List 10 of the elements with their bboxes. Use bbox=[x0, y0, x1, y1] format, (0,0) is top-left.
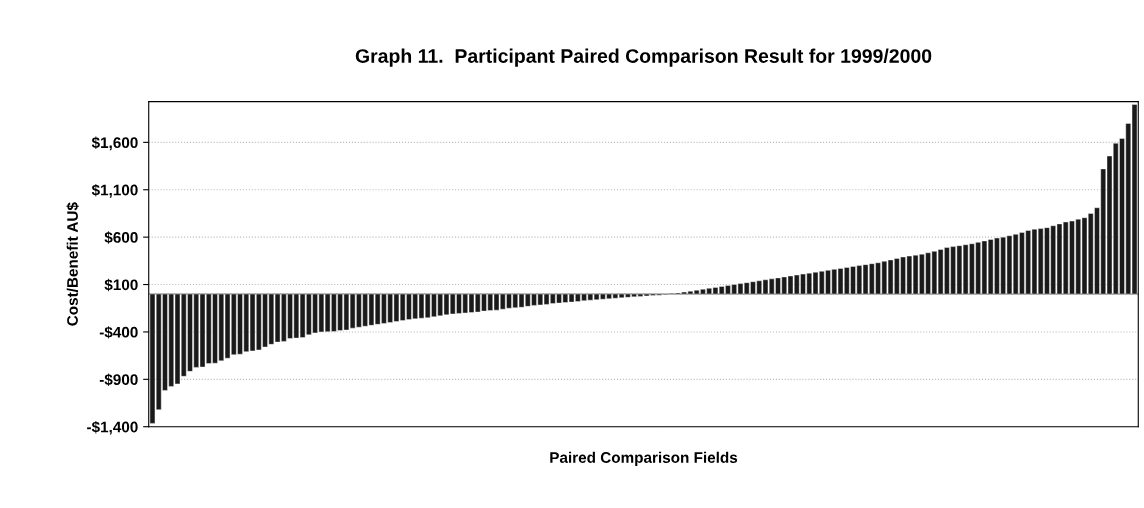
y-tick-label: $100 bbox=[104, 278, 138, 292]
y-tick-label: -$400 bbox=[99, 326, 138, 339]
y-tick-label: -$1,400 bbox=[87, 420, 138, 435]
x-axis-title: Paired Comparison Fields bbox=[550, 451, 738, 466]
y-tick-label: $600 bbox=[104, 231, 138, 244]
y-tick-label: -$900 bbox=[99, 373, 138, 386]
y-axis-title: Cost/Benefit AU$ bbox=[66, 202, 79, 326]
y-tick-label: $1,600 bbox=[91, 136, 138, 151]
chart-title: Graph 11. Participant Paired Comparison Result for 1999/2000 bbox=[355, 48, 932, 67]
y-tick-label: $1,100 bbox=[91, 183, 138, 198]
